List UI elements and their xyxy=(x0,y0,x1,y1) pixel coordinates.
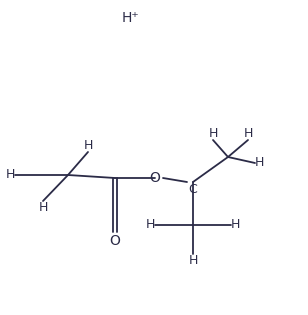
Text: H: H xyxy=(208,127,218,140)
Text: H: H xyxy=(146,219,155,232)
Text: H⁺: H⁺ xyxy=(121,11,139,25)
Text: H: H xyxy=(83,139,93,152)
Text: C: C xyxy=(188,183,197,196)
Text: H: H xyxy=(231,219,240,232)
Text: H: H xyxy=(188,254,198,267)
Text: H: H xyxy=(38,201,48,214)
Text: H: H xyxy=(255,157,264,169)
Text: O: O xyxy=(110,234,120,248)
Text: H: H xyxy=(6,169,15,181)
Text: H: H xyxy=(243,127,253,140)
Text: O: O xyxy=(150,171,160,185)
